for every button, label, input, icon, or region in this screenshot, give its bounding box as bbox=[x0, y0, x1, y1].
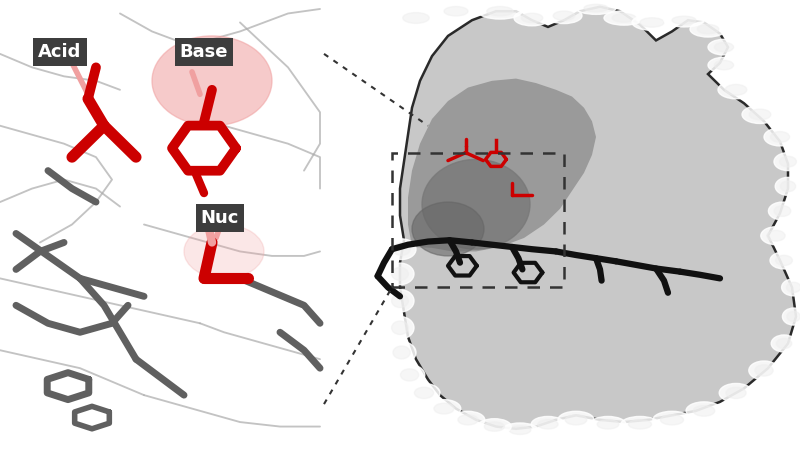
Ellipse shape bbox=[597, 419, 619, 429]
Ellipse shape bbox=[718, 81, 754, 99]
Ellipse shape bbox=[436, 4, 476, 19]
Ellipse shape bbox=[775, 177, 800, 195]
Ellipse shape bbox=[714, 43, 734, 52]
Ellipse shape bbox=[742, 106, 778, 123]
Ellipse shape bbox=[401, 369, 418, 381]
Polygon shape bbox=[408, 79, 596, 251]
Ellipse shape bbox=[484, 422, 505, 431]
Ellipse shape bbox=[576, 2, 616, 14]
Ellipse shape bbox=[565, 415, 586, 425]
Bar bbox=[392, 153, 564, 287]
Ellipse shape bbox=[708, 39, 740, 55]
Ellipse shape bbox=[776, 339, 792, 348]
Ellipse shape bbox=[394, 365, 425, 385]
Text: Acid: Acid bbox=[38, 43, 82, 61]
Ellipse shape bbox=[632, 15, 672, 31]
Ellipse shape bbox=[387, 239, 416, 260]
Ellipse shape bbox=[686, 402, 722, 420]
Ellipse shape bbox=[672, 16, 696, 24]
Ellipse shape bbox=[558, 411, 594, 428]
Ellipse shape bbox=[584, 4, 608, 12]
Ellipse shape bbox=[152, 36, 272, 126]
Ellipse shape bbox=[726, 387, 746, 399]
Ellipse shape bbox=[690, 21, 726, 37]
Ellipse shape bbox=[386, 317, 414, 339]
Ellipse shape bbox=[775, 255, 792, 265]
Ellipse shape bbox=[394, 9, 438, 27]
Ellipse shape bbox=[719, 383, 753, 402]
Ellipse shape bbox=[502, 423, 538, 437]
Ellipse shape bbox=[786, 282, 800, 292]
Ellipse shape bbox=[787, 312, 800, 321]
Bar bbox=[0, 0, 344, 449]
Ellipse shape bbox=[392, 268, 408, 280]
Ellipse shape bbox=[393, 243, 410, 255]
Ellipse shape bbox=[604, 11, 644, 25]
Ellipse shape bbox=[531, 417, 565, 432]
Ellipse shape bbox=[774, 153, 800, 171]
Ellipse shape bbox=[782, 279, 800, 296]
Ellipse shape bbox=[621, 417, 659, 432]
Ellipse shape bbox=[387, 342, 416, 363]
Ellipse shape bbox=[708, 57, 740, 73]
Ellipse shape bbox=[509, 426, 531, 435]
Ellipse shape bbox=[698, 25, 718, 34]
Ellipse shape bbox=[386, 290, 414, 312]
Ellipse shape bbox=[392, 294, 408, 308]
Ellipse shape bbox=[546, 8, 582, 24]
Text: Nuc: Nuc bbox=[201, 209, 239, 227]
Ellipse shape bbox=[522, 13, 542, 23]
Ellipse shape bbox=[761, 227, 791, 245]
Ellipse shape bbox=[414, 387, 434, 399]
Ellipse shape bbox=[774, 206, 790, 216]
Ellipse shape bbox=[782, 308, 800, 325]
Ellipse shape bbox=[554, 11, 574, 21]
Polygon shape bbox=[400, 7, 796, 429]
Ellipse shape bbox=[478, 418, 511, 435]
Ellipse shape bbox=[184, 224, 264, 278]
Ellipse shape bbox=[444, 7, 468, 16]
Ellipse shape bbox=[386, 263, 414, 285]
Ellipse shape bbox=[770, 132, 790, 142]
Ellipse shape bbox=[749, 361, 779, 380]
Ellipse shape bbox=[451, 411, 485, 428]
Ellipse shape bbox=[412, 202, 484, 256]
Ellipse shape bbox=[764, 128, 796, 146]
Ellipse shape bbox=[403, 13, 430, 23]
Ellipse shape bbox=[612, 13, 636, 22]
Ellipse shape bbox=[393, 346, 410, 359]
Ellipse shape bbox=[714, 61, 734, 70]
Ellipse shape bbox=[661, 415, 683, 425]
Ellipse shape bbox=[538, 419, 558, 429]
Ellipse shape bbox=[768, 202, 796, 220]
Text: Base: Base bbox=[180, 43, 228, 61]
Ellipse shape bbox=[750, 109, 770, 120]
Ellipse shape bbox=[478, 4, 522, 19]
Ellipse shape bbox=[653, 411, 691, 428]
Ellipse shape bbox=[486, 7, 514, 16]
Ellipse shape bbox=[771, 335, 797, 352]
Ellipse shape bbox=[458, 415, 478, 425]
Ellipse shape bbox=[693, 405, 715, 416]
Ellipse shape bbox=[427, 400, 461, 418]
Ellipse shape bbox=[640, 18, 664, 27]
Ellipse shape bbox=[514, 10, 550, 26]
Ellipse shape bbox=[629, 419, 651, 429]
Ellipse shape bbox=[780, 181, 796, 192]
Ellipse shape bbox=[590, 417, 626, 432]
Ellipse shape bbox=[392, 321, 408, 335]
Ellipse shape bbox=[664, 13, 704, 27]
Ellipse shape bbox=[779, 156, 796, 167]
Ellipse shape bbox=[434, 403, 454, 414]
Ellipse shape bbox=[770, 252, 798, 269]
Ellipse shape bbox=[767, 230, 785, 241]
Ellipse shape bbox=[408, 383, 440, 402]
Ellipse shape bbox=[726, 84, 747, 95]
Ellipse shape bbox=[422, 159, 530, 249]
Ellipse shape bbox=[755, 365, 773, 376]
